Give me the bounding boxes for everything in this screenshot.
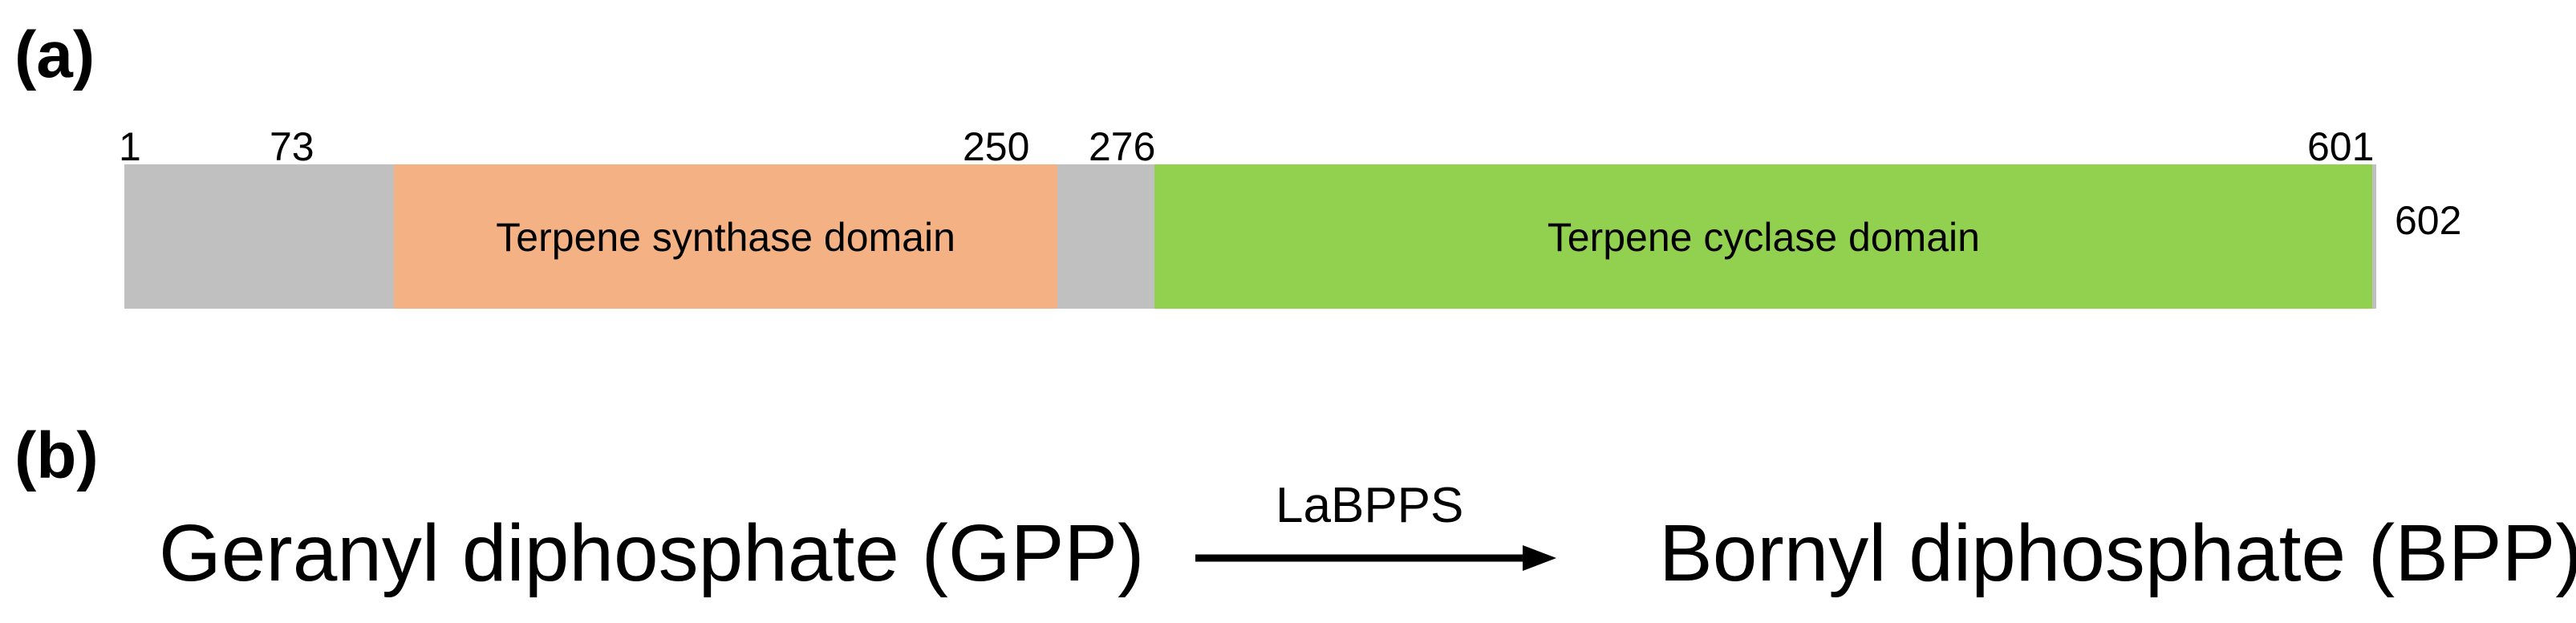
position-label-73: 73 [270,124,314,169]
linker-segment-c-terminal [2372,164,2376,309]
substrate-label: Geranyl diphosphate (GPP) [159,508,1145,598]
terpene-synthase-domain: Terpene synthase domain [394,164,1057,309]
terpene-cyclase-domain: Terpene cyclase domain [1154,164,2373,309]
reaction-arrow [1195,542,1564,574]
panel-a-label: (a) [14,18,95,91]
position-label-602: 602 [2395,198,2462,243]
protein-domain-bar: Terpene synthase domain Terpene cyclase … [124,164,2376,309]
linker-segment-n-terminal [124,164,395,309]
terpene-synthase-domain-label: Terpene synthase domain [496,215,955,260]
position-label-601: 601 [2307,124,2375,169]
position-label-250: 250 [963,124,1030,169]
terpene-cyclase-domain-label: Terpene cyclase domain [1547,215,1980,260]
right-arrow-icon [1195,545,1556,571]
product-label: Bornyl diphosphate (BPP) [1659,508,2576,598]
position-label-1: 1 [119,124,141,169]
panel-b-label: (b) [14,419,99,492]
position-label-276: 276 [1089,124,1156,169]
enzyme-label: LaBPPS [1276,478,1464,533]
linker-segment-middle [1057,164,1155,309]
